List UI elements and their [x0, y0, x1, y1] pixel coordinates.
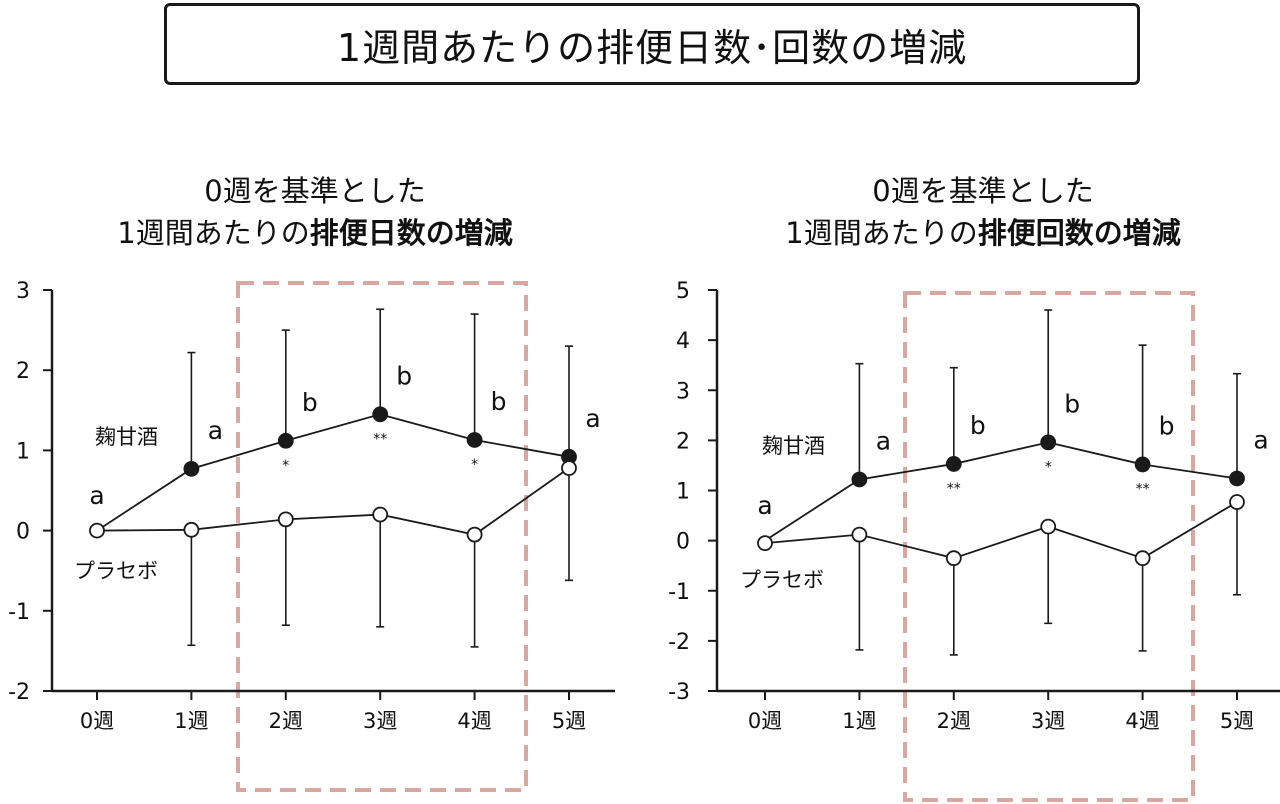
chart-2-x-tick-label: 4週	[1125, 709, 1159, 733]
chart-2-significance-mark: **	[947, 481, 961, 497]
chart-1-series-label-2: プラセボ	[74, 559, 158, 583]
chart-1-y-tick-label: -2	[8, 680, 30, 705]
chart-1-series-label-1: 麹甘酒	[95, 425, 158, 449]
chart-1-point-filled	[183, 460, 200, 477]
chart-2-y-tick-label: -3	[668, 680, 690, 705]
chart-2-point-filled	[851, 471, 868, 488]
chart-2-group-letter: a	[876, 426, 891, 455]
chart-2-y-tick-label: -2	[668, 630, 690, 655]
chart-1-title-line1: 0週を基準とした	[204, 174, 426, 208]
chart-2-series-line-1	[764, 441, 1238, 542]
chart-1-x-tick-label: 4週	[457, 709, 491, 733]
chart-2-group-letter: a	[1253, 425, 1268, 454]
chart-1-highlight-box	[236, 281, 528, 792]
chart-2-y-tick-label: 0	[676, 530, 690, 555]
chart-2-x-tick-label: 3週	[1031, 709, 1065, 733]
chart-2-group-letter: a	[757, 491, 772, 520]
chart-2-series-line-2	[764, 501, 1238, 560]
chart-1-group-letter: b	[491, 387, 507, 416]
chart-2-point-open	[945, 550, 962, 567]
chart-2-y-tick-label: -1	[668, 580, 690, 605]
chart-2-point-filled	[1229, 470, 1245, 487]
chart-2-y-tick-label: 2	[676, 429, 690, 454]
chart-1-x-tick-label: 5週	[552, 709, 586, 733]
chart-1-x-tick-label: 1週	[174, 709, 208, 733]
chart-2-y-tick-label: 1	[676, 480, 690, 505]
chart-1-point-open	[89, 522, 105, 539]
chart-2-x-tick-label: 5週	[1220, 709, 1254, 733]
chart-1-point-open	[183, 521, 200, 538]
chart-1-y-tick-label: 0	[16, 520, 30, 545]
chart-1-y-tick-label: 2	[16, 359, 30, 384]
chart-2-significance-mark: *	[1045, 459, 1052, 475]
chart-2-point-open	[851, 526, 868, 543]
chart-1-series-line-2	[96, 467, 570, 536]
chart-2-x-tick-label: 2週	[937, 709, 971, 733]
chart-2-point-open	[1134, 550, 1151, 567]
chart-2-group-letter: b	[1064, 389, 1080, 418]
chart-2-title-bold: 排便回数の増減	[977, 216, 1181, 250]
chart-1-point-filled	[277, 432, 294, 449]
chart-2-group-letter: b	[970, 411, 986, 440]
chart-2-title-line2: 1週間あたりの排便回数の増減	[703, 212, 1263, 254]
chart-1-group-letter: a	[585, 404, 600, 433]
chart-2-title: 0週を基準とした 1週間あたりの排便回数の増減	[703, 170, 1263, 254]
chart-2-point-filled	[945, 456, 962, 472]
chart-1-point-open	[277, 511, 294, 528]
chart-2-point-open	[1040, 518, 1057, 535]
chart-2-point-open	[757, 535, 773, 552]
chart-1-group-letter: b	[302, 388, 318, 417]
chart-2-point-filled	[1040, 434, 1057, 451]
chart-2-y-tick-label: 4	[676, 329, 690, 354]
chart-1-y-tick-label: 1	[16, 439, 30, 464]
chart-2-x-tick-label: 1週	[842, 709, 876, 733]
chart-2-x-tick-label: 0週	[748, 709, 782, 733]
chart-1-significance-mark: **	[373, 431, 387, 447]
chart-1-group-letter: a	[208, 416, 223, 445]
chart-2-title-plain: 1週間あたりの	[785, 216, 978, 250]
chart-1-series-line-1	[96, 413, 570, 532]
chart-1-point-filled	[466, 432, 483, 448]
chart-2-series-label-1: 麹甘酒	[762, 434, 825, 458]
chart-2-group-letter: b	[1159, 411, 1175, 440]
chart-2-title-line1: 0週を基準とした	[872, 174, 1094, 208]
chart-1-title: 0週を基準とした 1週間あたりの排便日数の増減	[35, 170, 595, 254]
chart-2-significance-mark: **	[1136, 481, 1150, 497]
chart-2-y-tick-label: 5	[676, 279, 690, 304]
chart-1-point-open	[372, 506, 389, 523]
chart-1-y-tick-label: -1	[8, 600, 30, 625]
chart-2-point-filled	[1134, 456, 1151, 473]
chart-2-series-label-2: プラセボ	[740, 568, 824, 592]
chart-1-significance-mark: *	[471, 457, 478, 473]
chart-1-x-tick-label: 2週	[269, 709, 303, 733]
chart-1-point-filled	[372, 406, 389, 423]
chart-1-significance-mark: *	[282, 458, 289, 474]
chart-1-point-open	[466, 526, 483, 543]
chart-1-x-tick-label: 0週	[80, 709, 114, 733]
chart-1-title-line2: 1週間あたりの排便日数の増減	[35, 212, 595, 254]
chart-1-title-bold: 排便日数の増減	[309, 216, 513, 250]
chart-1-x-tick-label: 3週	[363, 709, 397, 733]
chart-1-group-letter: a	[89, 481, 104, 510]
chart-1-group-letter: b	[396, 361, 412, 390]
chart-1-point-open	[561, 460, 577, 476]
chart-2-point-open	[1229, 494, 1245, 510]
chart-2-y-tick-label: 3	[676, 379, 690, 404]
main-title: 1週間あたりの排便日数･回数の増減	[164, 3, 1140, 85]
chart-1-y-tick-label: 3	[16, 279, 30, 304]
chart-1-title-plain: 1週間あたりの	[117, 216, 310, 250]
